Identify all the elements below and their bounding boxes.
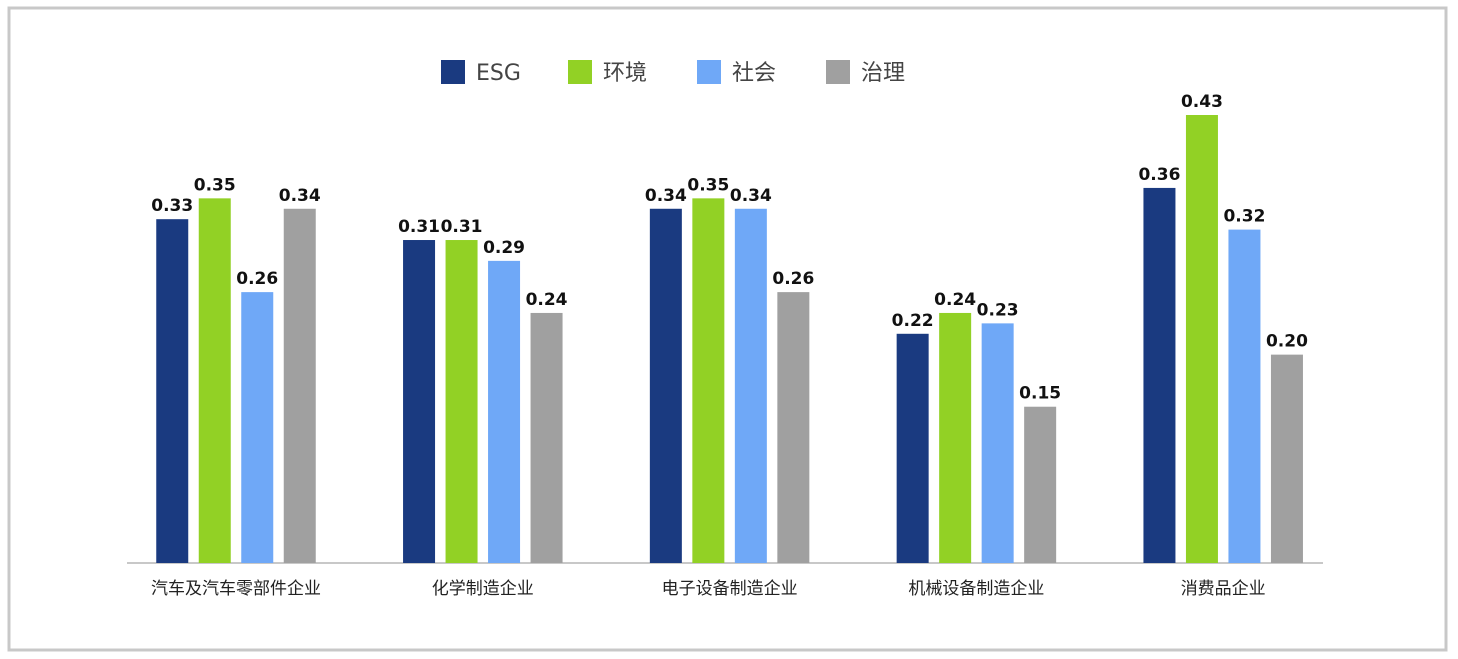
bar [156, 219, 189, 564]
bar [1185, 115, 1218, 563]
legend-swatch [568, 60, 592, 84]
value-label: 0.33 [151, 196, 193, 216]
value-label: 0.31 [398, 217, 440, 237]
legend-label: ESG [476, 61, 521, 86]
bar [283, 208, 316, 563]
bar [734, 208, 767, 563]
value-label: 0.22 [892, 311, 934, 331]
legend-swatch [441, 60, 465, 84]
value-label: 0.29 [483, 238, 525, 258]
bar [939, 312, 972, 563]
value-label: 0.43 [1181, 92, 1223, 112]
bar [777, 292, 810, 563]
value-label: 0.35 [194, 175, 236, 195]
bar [530, 312, 563, 563]
x-tick-label: 汽车及汽车零部件企业 [151, 579, 321, 599]
bar [1270, 354, 1303, 563]
x-tick-label: 消费品企业 [1181, 579, 1266, 599]
legend-swatch [697, 60, 721, 84]
value-label: 0.34 [730, 186, 772, 206]
value-label: 0.15 [1019, 384, 1061, 404]
bar [403, 240, 436, 563]
value-label: 0.35 [687, 175, 729, 195]
value-label: 0.34 [279, 186, 321, 206]
bar [1143, 187, 1176, 563]
x-tick-label: 化学制造企业 [432, 579, 534, 599]
value-label: 0.24 [526, 290, 568, 310]
bar [692, 198, 725, 564]
value-label: 0.26 [236, 269, 278, 289]
legend-label: 治理 [861, 61, 905, 86]
value-label: 0.31 [441, 217, 483, 237]
bar [896, 333, 929, 563]
value-label: 0.32 [1223, 207, 1265, 227]
value-label: 0.20 [1266, 332, 1308, 352]
legend-label: 环境 [603, 61, 647, 86]
value-label: 0.36 [1138, 165, 1180, 185]
bar [198, 198, 231, 564]
bar [1228, 229, 1261, 563]
legend-swatch [826, 60, 850, 84]
value-label: 0.26 [772, 269, 814, 289]
legend-label: 社会 [732, 61, 776, 86]
bar [445, 240, 478, 563]
value-label: 0.34 [645, 186, 687, 206]
x-tick-label: 电子设备制造企业 [662, 579, 798, 599]
bar [488, 260, 521, 563]
bar [241, 292, 274, 563]
bar [1024, 406, 1057, 563]
bar [649, 208, 682, 563]
x-tick-label: 机械设备制造企业 [908, 579, 1044, 599]
value-label: 0.24 [934, 290, 976, 310]
bar [981, 323, 1014, 563]
value-label: 0.23 [977, 300, 1019, 320]
